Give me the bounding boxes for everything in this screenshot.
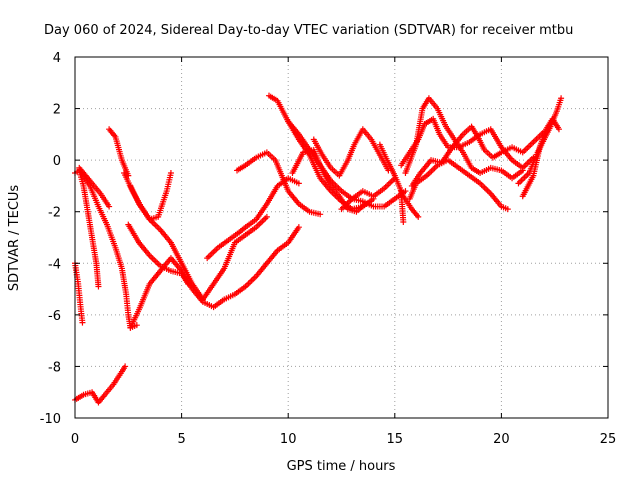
- series-trace-10: [127, 224, 302, 331]
- series-trace-18: [402, 95, 526, 182]
- data-point: [295, 180, 302, 187]
- data-point: [167, 170, 174, 177]
- x-tick-label: 20: [493, 432, 510, 447]
- data-point: [400, 219, 407, 226]
- y-tick-label: 0: [53, 154, 61, 169]
- series-trace-11: [204, 175, 302, 262]
- y-tick-label: -8: [48, 360, 61, 375]
- data-point: [122, 363, 129, 370]
- y-tick-label: -2: [48, 206, 61, 221]
- series-trace-24: [338, 175, 398, 213]
- data-point: [361, 200, 368, 207]
- data-point: [558, 95, 565, 102]
- x-tick-label: 5: [177, 432, 185, 447]
- data-point: [519, 167, 526, 174]
- y-tick-label: -4: [48, 257, 61, 272]
- y-tick-label: -6: [48, 309, 61, 324]
- data-point: [317, 211, 324, 218]
- data-point: [79, 319, 86, 326]
- data-point: [391, 175, 398, 182]
- plot-frame: [74, 56, 609, 419]
- series-trace-2: [72, 260, 86, 326]
- series-trace-20: [406, 157, 511, 213]
- x-tick-label: 25: [600, 432, 617, 447]
- data-point: [295, 224, 302, 231]
- data-point: [415, 213, 422, 220]
- series-trace-8: [127, 182, 270, 303]
- series-trace-5: [78, 170, 140, 331]
- data-point: [133, 322, 140, 329]
- series-trace-1: [72, 363, 129, 406]
- data-point: [504, 206, 511, 213]
- x-tick-label: 10: [280, 432, 297, 447]
- y-tick-label: 4: [53, 51, 61, 66]
- data-point: [555, 126, 562, 133]
- y-axis-label: SDTVAR / TECUs: [7, 185, 22, 292]
- plot-area-marks: [72, 92, 565, 406]
- series-trace-25: [289, 146, 368, 215]
- data-point: [106, 203, 113, 210]
- chart-title: Day 060 of 2024, Sidereal Day-to-day VTE…: [44, 23, 573, 38]
- grid: [75, 57, 608, 418]
- x-tick-label: 15: [387, 432, 404, 447]
- series-trace-12: [234, 149, 324, 218]
- series-trace-21: [398, 188, 407, 226]
- x-tick-label: 0: [71, 432, 79, 447]
- y-tick-label: -10: [40, 412, 61, 427]
- y-tick-label: 2: [53, 103, 61, 118]
- data-point: [95, 283, 102, 290]
- series-trace-23: [519, 115, 562, 200]
- data-point: [263, 213, 270, 220]
- series-trace-6: [106, 126, 132, 179]
- x-axis-label: GPS time / hours: [287, 459, 396, 474]
